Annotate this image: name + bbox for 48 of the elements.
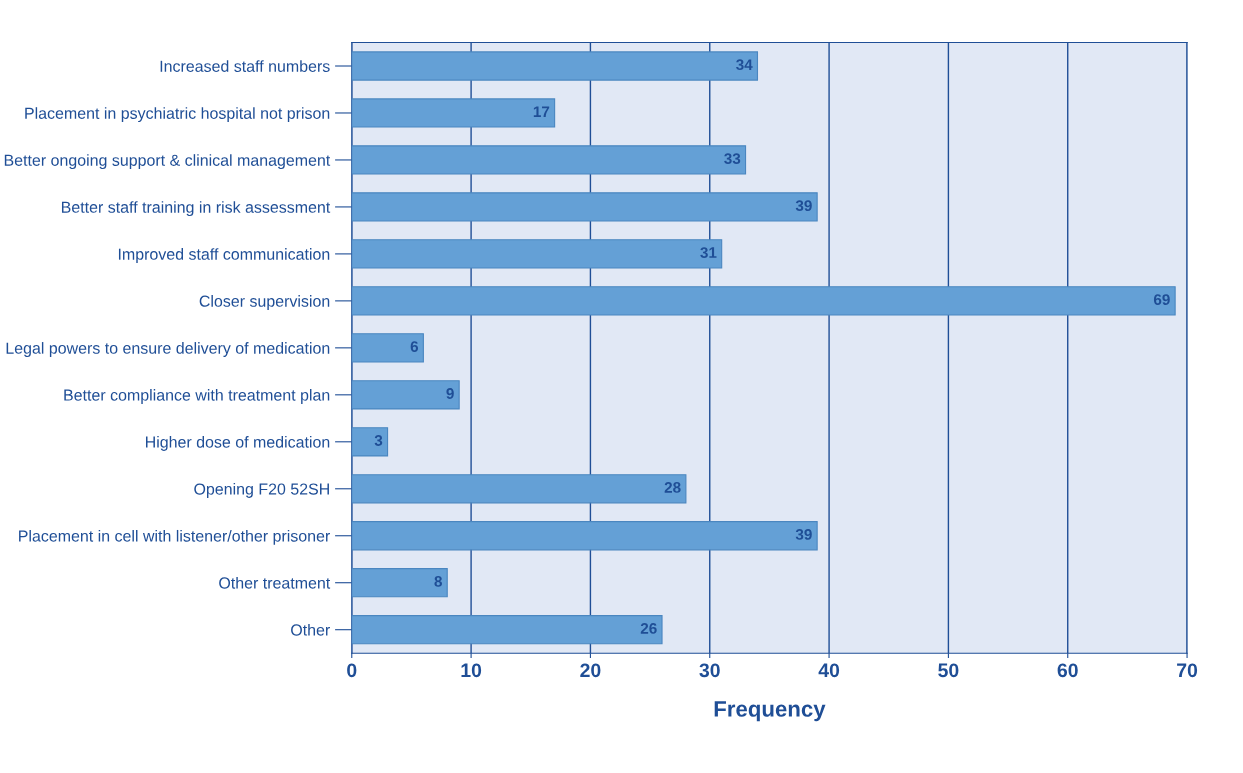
y-tick-label: Increased staff numbers [160, 60, 330, 72]
bar [351, 474, 687, 504]
bar [351, 333, 424, 363]
x-tick-label: 60 [1057, 663, 1078, 678]
data-label: 31 [700, 247, 717, 259]
data-label: 28 [664, 482, 681, 493]
data-label: 8 [434, 576, 442, 587]
data-label: 39 [795, 200, 812, 212]
bar [351, 192, 818, 222]
bar [351, 568, 448, 598]
x-axis-title: Frequency [714, 701, 826, 722]
bar [351, 145, 747, 175]
x-tick-label: 30 [699, 663, 720, 678]
y-tick-label: Higher dose of medication [146, 436, 330, 451]
bar [351, 239, 723, 269]
bar [351, 615, 663, 645]
data-label: 26 [640, 622, 657, 634]
bar [351, 51, 759, 81]
data-label: 34 [736, 59, 753, 71]
y-tick-label: Better staff training in risk assessment [61, 201, 331, 217]
bar [351, 286, 1176, 316]
y-tick-label: Other [291, 623, 330, 636]
bar [351, 427, 389, 457]
data-label: 6 [410, 341, 419, 352]
y-tick-label: Better ongoing support & clinical management [4, 154, 331, 170]
x-tick-label: 70 [1177, 663, 1198, 678]
bar [351, 380, 460, 410]
data-label: 69 [1153, 294, 1170, 305]
y-tick-label: Opening F20 52SH [194, 482, 329, 498]
y-tick-label: Placement in psychiatric hospital not prison [25, 107, 330, 123]
y-tick-label: Other treatment [219, 576, 331, 589]
x-tick-label: 40 [818, 663, 840, 678]
data-label: 39 [795, 529, 812, 540]
data-label: 17 [533, 106, 550, 117]
y-tick-label: Better compliance with treatment plan [64, 389, 330, 404]
x-tick-label: 0 [347, 663, 357, 678]
data-label: 33 [724, 153, 741, 165]
data-label: 9 [446, 388, 454, 399]
y-tick-label: Legal powers to ensure delivery of medication [6, 342, 330, 357]
y-tick-label: Improved staff communication [118, 248, 330, 263]
x-tick-label: 20 [580, 663, 601, 678]
y-tick-label: Placement in cell with listener/other prisoner [19, 529, 330, 545]
y-tick-label: Closer supervision [199, 295, 330, 310]
bar [351, 98, 556, 128]
x-tick-label: 10 [461, 663, 482, 678]
x-tick-label: 50 [938, 663, 959, 678]
data-label: 3 [374, 435, 383, 446]
bar [351, 521, 818, 551]
